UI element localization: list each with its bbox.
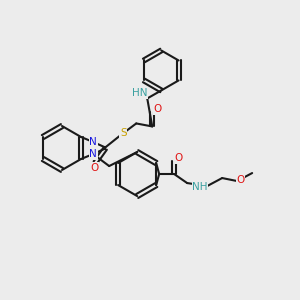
- Text: N: N: [89, 149, 97, 159]
- Text: N: N: [89, 137, 97, 147]
- Text: O: O: [236, 175, 244, 185]
- Text: HN: HN: [131, 88, 147, 98]
- Text: O: O: [174, 153, 182, 163]
- Text: O: O: [90, 163, 98, 172]
- Text: O: O: [153, 104, 161, 114]
- Text: NH: NH: [192, 182, 208, 192]
- Text: S: S: [120, 128, 127, 138]
